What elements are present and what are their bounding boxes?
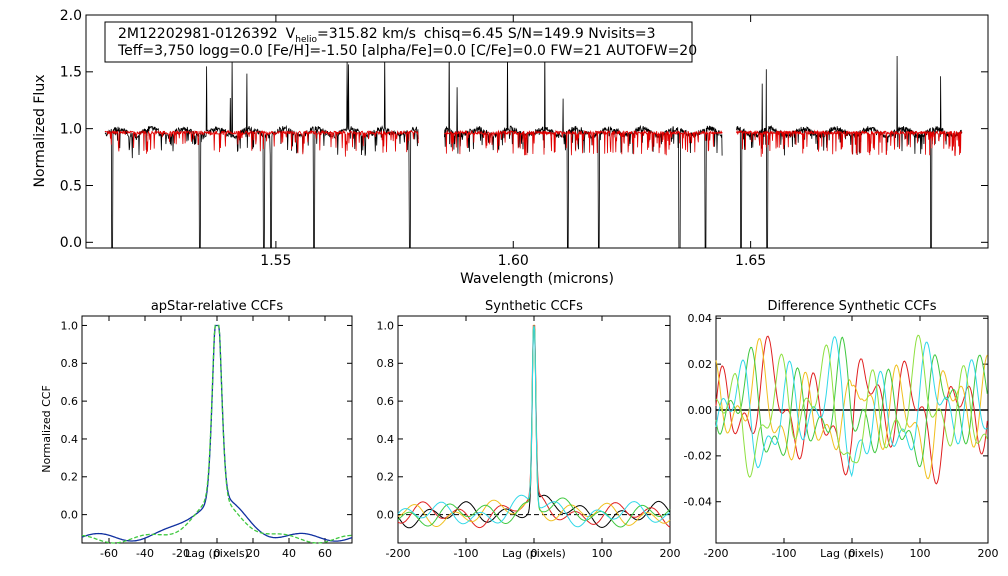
difference-ccf-panel: -200 -100 0 100 200 -0.04 -0.02 0.00 0.02 0.04 Di…	[684, 299, 999, 560]
spectrum-ylabel: Normalized Flux	[32, 75, 48, 188]
spectrum-xtick-label: 1.60	[498, 253, 529, 269]
difference-ccf-line-visit-4	[715, 336, 988, 478]
synthetic-ccf-xtick-label: 0	[531, 547, 538, 560]
spectrum-ytick-label: 1.5	[60, 65, 82, 81]
synthetic-ccf-ytick-label: 0.2	[377, 471, 395, 484]
synthetic-ccf-line-visit-2	[397, 323, 671, 527]
difference-ccf-line-visit-1	[715, 335, 988, 485]
synthetic-ccf-xtick-label: -100	[454, 547, 479, 560]
synthetic-ccf-line-visit-3	[397, 325, 671, 528]
apstar-ccf-plot: -60 -40 -20 0 20 40 60 0.0 0.2 0.4 0.6 0.8 1.0	[61, 316, 353, 560]
apstar-ccf-xlabel: Lag (pixels)	[185, 547, 249, 560]
spectrum-xtick-label: 1.65	[735, 253, 766, 269]
synthetic-ccf-title: Synthetic CCFs	[485, 299, 583, 314]
difference-ccf-ytick-label: 0.04	[688, 312, 713, 325]
difference-ccf-line-visit-3	[715, 336, 988, 468]
apstar-ccf-ytick-label: 0.0	[61, 508, 79, 521]
apstar-ccf-frame	[81, 315, 353, 544]
apstar-ccf-ytick-label: 0.8	[61, 357, 79, 370]
difference-ccf-frame	[715, 315, 989, 544]
star-id: 2M12202981-0126392	[118, 26, 278, 42]
synthetic-spectrum-line	[736, 129, 963, 157]
difference-ccf-xtick-label: -100	[772, 547, 797, 560]
observed-spectrum-line	[104, 53, 419, 249]
synthetic-spectrum-line	[104, 129, 419, 157]
synthetic-ccf-panel: -200 -100 0 100 200 0.0 0.2 0.4 0.6 0.8 1.0 Synthe…	[377, 299, 681, 560]
difference-ccf-ytick-label: -0.02	[684, 450, 712, 463]
synthetic-ccf-ytick-label: 1.0	[377, 319, 395, 332]
synthetic-ccf-xlabel: Lag (pixels)	[502, 547, 566, 560]
apstar-ccf-title: apStar-relative CCFs	[151, 299, 284, 314]
apstar-ccf-xtick-label: 60	[318, 547, 332, 560]
apstar-ccf-xtick-label: -20	[172, 547, 190, 560]
apstar-ccf-line-visit	[81, 324, 352, 544]
difference-ccf-title: Difference Synthetic CCFs	[767, 299, 936, 314]
apstar-ccf-ytick-label: 0.4	[61, 433, 79, 446]
synthetic-spectrum-series	[104, 129, 963, 157]
apstar-ccf-line-combined	[81, 324, 353, 542]
fit-stats: chisq=6.45 S/N=149.9 Nvisits=3	[424, 26, 656, 42]
apstar-ccf-ytick-label: 0.2	[61, 471, 79, 484]
synthetic-ccf-line-combined	[397, 325, 671, 529]
spectrum-xlabel: Wavelength (microns)	[460, 271, 614, 287]
synthetic-ccf-xtick-label: 200	[660, 547, 681, 560]
apstar-ccf-ytick-label: 1.0	[61, 319, 79, 332]
difference-ccf-ytick-label: 0.02	[688, 358, 713, 371]
synthetic-ccf-plot: -200 -100 0 100 200 0.0 0.2 0.4 0.6 0.8 1.0	[377, 316, 681, 560]
synthetic-ccf-ytick-label: 0.4	[377, 433, 395, 446]
difference-ccf-ytick-label: -0.04	[684, 496, 712, 509]
apstar-ccf-xtick-label: -40	[136, 547, 154, 560]
apstar-ccf-xtick-label: 0	[214, 547, 221, 560]
spectrum-ytick-label: 1.0	[60, 122, 82, 138]
observed-spectrum-line	[736, 55, 963, 249]
difference-ccf-plot: -200 -100 0 100 200 -0.04 -0.02 0.00 0.02 0.04	[684, 312, 999, 560]
difference-ccf-xtick-label: 100	[910, 547, 931, 560]
synthetic-ccf-frame	[397, 315, 671, 544]
synthetic-ccf-line-visit-4	[397, 325, 671, 528]
apstar-ccf-xtick-label: 20	[246, 547, 260, 560]
difference-ccf-xtick-label: 0	[849, 547, 856, 560]
spectrum-xtick-label: 1.55	[260, 253, 291, 269]
spectrum-frame	[85, 14, 989, 249]
spectrum-ticks: 1.55 1.60 1.65 0.0 0.5 1.0 1.5 2.0	[60, 8, 988, 269]
synthetic-ccf-ytick-label: 0.6	[377, 395, 395, 408]
spectrum-panel: 1.55 1.60 1.65 0.0 0.5 1.0 1.5 2.0 2M12202981-0…	[32, 8, 989, 287]
synthetic-ccf-xtick-label: -200	[386, 547, 411, 560]
synthetic-spectrum-line	[444, 129, 723, 156]
spectrum-ytick-label: 0.5	[60, 178, 82, 194]
vhelio-subscript: helio	[295, 35, 317, 45]
info-line-2: Teff=3,750 logg=0.0 [Fe/H]=-1.50 [alpha/…	[117, 43, 697, 59]
apstar-ccf-xtick-label: -60	[100, 547, 118, 560]
info-line-1: 2M12202981-0126392 Vhelio=315.82 km/s chis…	[118, 26, 656, 45]
spectrum-ytick-label: 0.0	[60, 235, 82, 251]
apstar-ccf-xtick-label: 40	[282, 547, 296, 560]
difference-ccf-ytick-label: 0.00	[688, 404, 713, 417]
apstar-ccf-panel: -60 -40 -20 0 20 40 60 0.0 0.2 0.4 0.6 0.8 1.0 apSta…	[40, 299, 353, 560]
synthetic-ccf-xtick-label: 100	[592, 547, 613, 560]
difference-ccf-xlabel: Lag (pixels)	[820, 547, 884, 560]
difference-ccf-line-visit-2	[715, 338, 988, 480]
synthetic-ccf-ytick-label: 0.8	[377, 357, 395, 370]
vhelio-label: V	[286, 26, 296, 42]
info-box	[104, 21, 693, 63]
difference-ccf-xtick-label: -200	[704, 547, 729, 560]
synthetic-ccf-line-visit-1	[397, 325, 671, 529]
apstar-ccf-ytick-label: 0.6	[61, 395, 79, 408]
spectrum-ytick-label: 2.0	[60, 8, 82, 24]
difference-ccf-line-visit-5	[715, 334, 988, 478]
vhelio-value: =315.82 km/s	[317, 26, 416, 42]
difference-ccf-xtick-label: 200	[978, 547, 999, 560]
synthetic-ccf-ytick-label: 0.0	[377, 508, 395, 521]
apstar-ccf-ylabel: Normalized CCF	[40, 385, 53, 473]
